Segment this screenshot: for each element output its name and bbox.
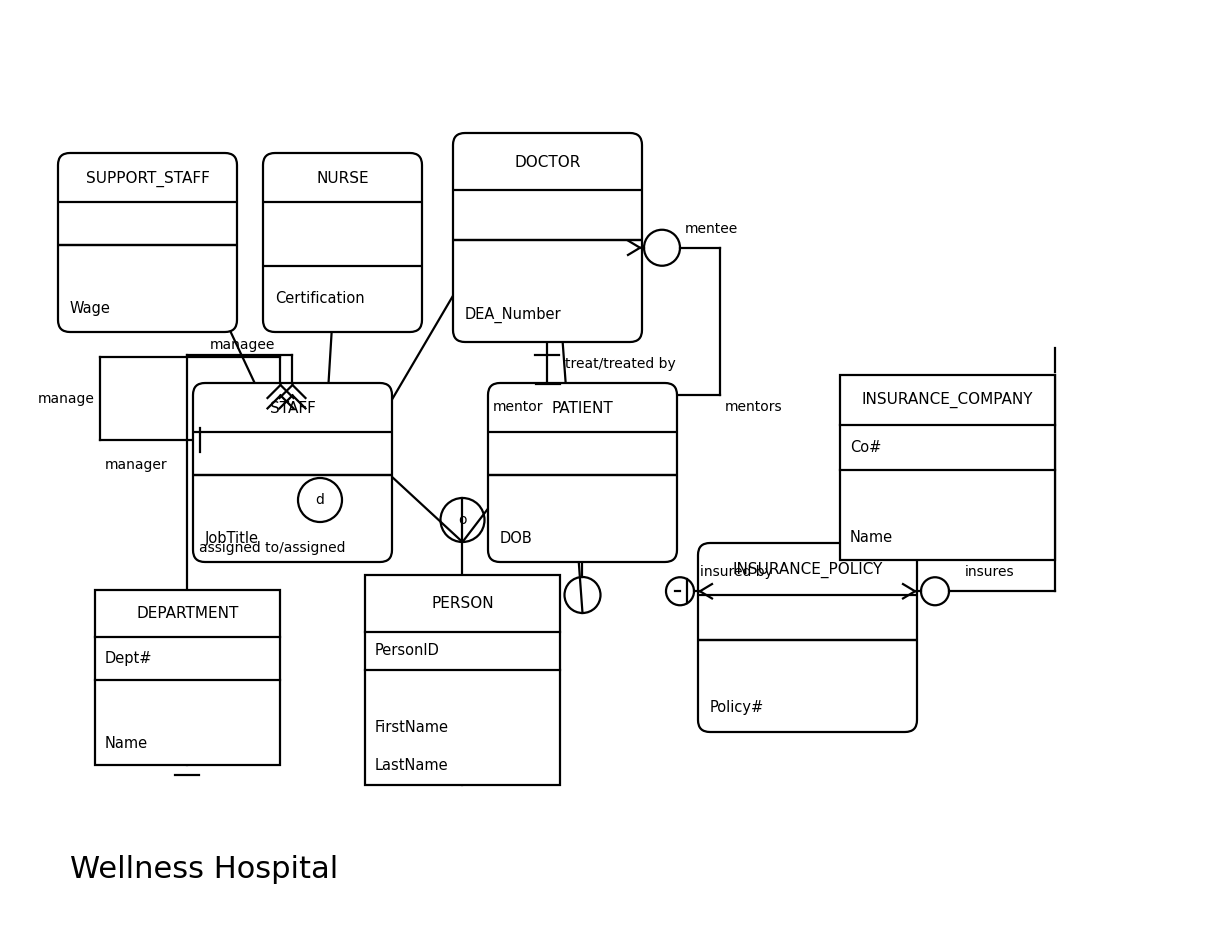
Text: Name: Name [105, 736, 148, 751]
Text: STAFF: STAFF [270, 401, 316, 416]
FancyBboxPatch shape [453, 133, 642, 342]
Text: DOB: DOB [500, 531, 533, 546]
Text: Policy#: Policy# [710, 700, 765, 715]
Text: insures: insures [965, 565, 1014, 579]
FancyBboxPatch shape [193, 383, 392, 562]
Text: PATIENT: PATIENT [551, 401, 614, 416]
Text: Certification: Certification [275, 290, 364, 306]
Text: manager: manager [105, 458, 168, 472]
Text: Name: Name [850, 530, 894, 545]
Text: Dept#: Dept# [105, 651, 152, 666]
Text: Wage: Wage [70, 301, 111, 316]
Text: LastName: LastName [375, 758, 449, 773]
Text: DOCTOR: DOCTOR [514, 155, 580, 171]
Text: assigned to/assigned: assigned to/assigned [199, 541, 346, 555]
Text: FirstName: FirstName [375, 720, 449, 735]
Text: INSURANCE_COMPANY: INSURANCE_COMPANY [862, 392, 1034, 408]
Text: DEPARTMENT: DEPARTMENT [136, 606, 239, 621]
Text: JobTitle: JobTitle [205, 531, 259, 546]
Text: insured by: insured by [699, 565, 773, 579]
Text: PersonID: PersonID [375, 643, 440, 658]
Text: manage: manage [39, 391, 95, 405]
Text: d: d [316, 493, 324, 507]
Text: SUPPORT_STAFF: SUPPORT_STAFF [86, 171, 210, 186]
FancyBboxPatch shape [263, 153, 422, 332]
FancyBboxPatch shape [698, 543, 917, 732]
Text: DEA_Number: DEA_Number [466, 307, 562, 324]
Text: INSURANCE_POLICY: INSURANCE_POLICY [732, 562, 883, 578]
Text: managee: managee [210, 338, 275, 352]
Text: mentee: mentee [685, 222, 738, 235]
Text: mentors: mentors [725, 400, 783, 414]
Text: mentor: mentor [492, 400, 543, 414]
Bar [841, 375, 1055, 560]
Text: Wellness Hospital: Wellness Hospital [70, 855, 338, 884]
Text: PERSON: PERSON [432, 596, 493, 611]
FancyBboxPatch shape [488, 383, 677, 562]
FancyBboxPatch shape [58, 153, 238, 332]
Text: treat/treated by: treat/treated by [566, 357, 677, 371]
Bar [95, 590, 280, 765]
Text: NURSE: NURSE [316, 171, 369, 186]
Text: Co#: Co# [850, 440, 882, 455]
Bar [365, 575, 560, 785]
Text: o: o [458, 513, 467, 527]
